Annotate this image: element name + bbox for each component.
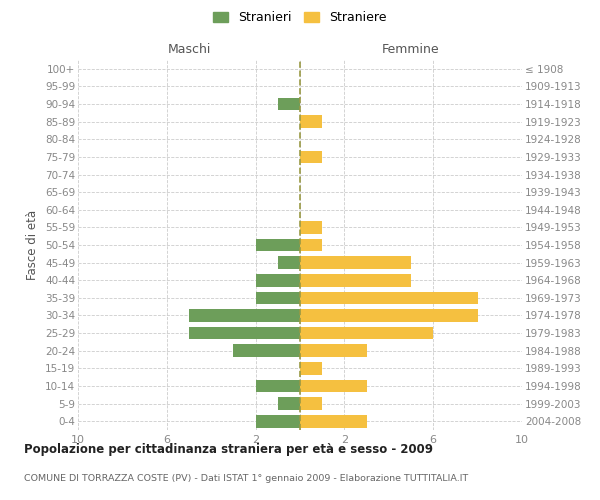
Bar xyxy=(300,380,367,392)
Bar xyxy=(189,309,300,322)
Bar xyxy=(300,292,478,304)
Y-axis label: Anni di nascita: Anni di nascita xyxy=(598,202,600,288)
Bar xyxy=(233,344,300,357)
Bar xyxy=(300,415,367,428)
Bar xyxy=(300,150,322,163)
Bar xyxy=(300,256,411,269)
Bar xyxy=(278,397,300,410)
Text: COMUNE DI TORRAZZA COSTE (PV) - Dati ISTAT 1° gennaio 2009 - Elaborazione TUTTIT: COMUNE DI TORRAZZA COSTE (PV) - Dati IST… xyxy=(24,474,468,483)
Bar xyxy=(189,327,300,340)
Bar xyxy=(300,362,322,374)
Bar xyxy=(300,221,322,234)
Bar xyxy=(278,256,300,269)
Title: Femmine: Femmine xyxy=(382,43,440,56)
Bar xyxy=(256,292,300,304)
Bar xyxy=(300,238,322,252)
Text: Popolazione per cittadinanza straniera per età e sesso - 2009: Popolazione per cittadinanza straniera p… xyxy=(24,442,433,456)
Bar xyxy=(300,309,478,322)
Bar xyxy=(256,238,300,252)
Bar xyxy=(256,274,300,286)
Y-axis label: Fasce di età: Fasce di età xyxy=(26,210,40,280)
Legend: Stranieri, Straniere: Stranieri, Straniere xyxy=(208,6,392,29)
Bar xyxy=(300,397,322,410)
Bar xyxy=(300,274,411,286)
Bar xyxy=(300,116,322,128)
Bar xyxy=(300,327,433,340)
Bar xyxy=(300,344,367,357)
Title: Maschi: Maschi xyxy=(167,43,211,56)
Bar xyxy=(278,98,300,110)
Bar xyxy=(256,380,300,392)
Bar xyxy=(256,415,300,428)
